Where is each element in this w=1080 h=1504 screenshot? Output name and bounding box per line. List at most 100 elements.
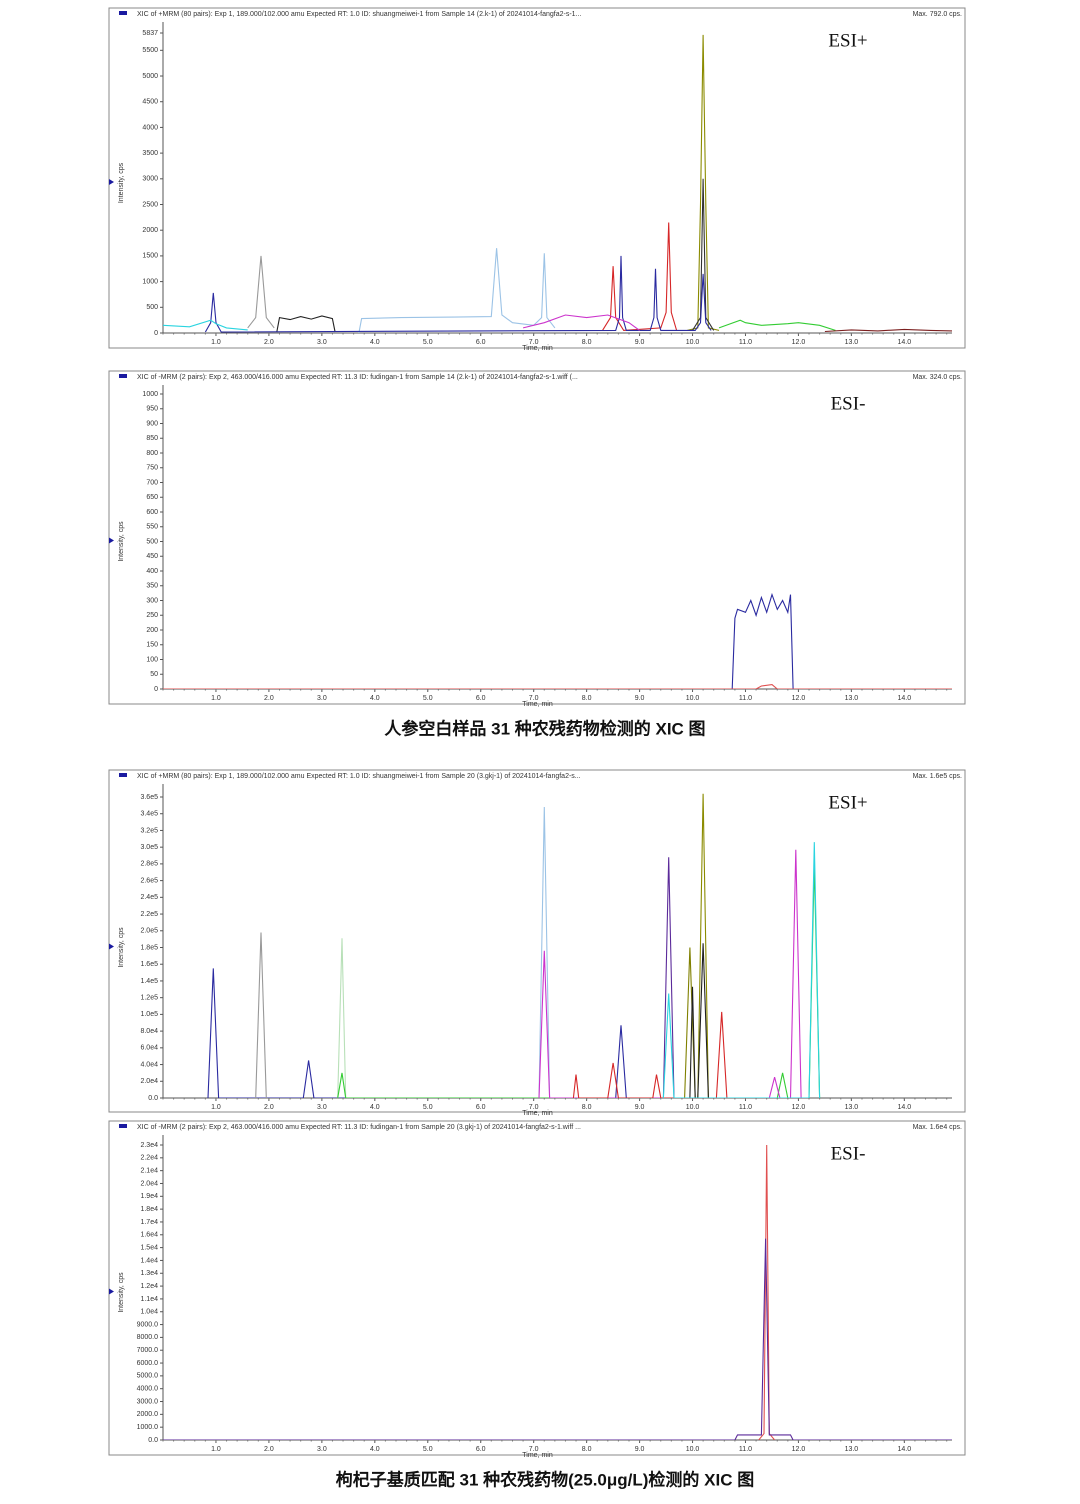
panel-header: XIC of -MRM (2 pairs): Exp 2, 463.000/41… (137, 1124, 581, 1131)
x-tick-label: 2.0 (264, 1104, 274, 1111)
x-tick-label: 13.0 (845, 695, 859, 702)
y-tick-label: 1.1e4 (140, 1296, 158, 1303)
y-tick-label: 1.9e4 (140, 1193, 158, 1200)
y-tick-label: 1.3e4 (140, 1270, 158, 1277)
y-tick-label: 2.2e5 (140, 911, 158, 918)
x-tick-label: 7.0 (529, 1446, 539, 1453)
y-tick-label: 750 (146, 465, 158, 472)
y-tick-label: 3.0e5 (140, 844, 158, 851)
y-tick-label: 1000 (142, 278, 158, 285)
x-tick-label: 2.0 (264, 339, 274, 346)
trace (247, 255, 275, 329)
trace (337, 938, 347, 1098)
x-tick-label: 5.0 (423, 1446, 433, 1453)
x-tick-label: 6.0 (476, 1446, 486, 1453)
x-tick-label: 1.0 (211, 1446, 221, 1453)
y-tick-label: 2.0e5 (140, 928, 158, 935)
y-tick-label: 0.0 (148, 1095, 158, 1102)
y-tick-label: 4000 (142, 124, 158, 131)
y-tick-label: 4500 (142, 99, 158, 106)
y-tick-label: 2.3e4 (140, 1142, 158, 1149)
x-tick-label: 3.0 (317, 695, 327, 702)
panel-icon (119, 11, 127, 15)
x-axis-label: Time, min (522, 1110, 553, 1117)
panel-icon (119, 374, 127, 378)
y-tick-label: 250 (146, 612, 158, 619)
x-tick-label: 6.0 (476, 695, 486, 702)
y-tick-label: 8.0e4 (140, 1028, 158, 1035)
y-tick-label: 600 (146, 509, 158, 516)
x-tick-label: 6.0 (476, 1104, 486, 1111)
x-tick-label: 9.0 (635, 695, 645, 702)
y-tick-label: 50 (150, 671, 158, 678)
esi-label: ESI- (831, 1143, 866, 1164)
x-tick-label: 10.0 (686, 695, 700, 702)
y-tick-label: 6000.0 (137, 1360, 159, 1367)
trace (824, 328, 952, 333)
y-tick-label: 3.6e5 (140, 794, 158, 801)
y-axis-label: Intensity, cps (118, 927, 125, 968)
y-tick-label: 5500 (142, 47, 158, 54)
y-tick-label: 0 (154, 686, 158, 693)
caption: 人参空白样品 31 种农残药物检测的 XIC 图 (384, 718, 705, 738)
trace (697, 793, 709, 1098)
x-tick-label: 3.0 (317, 1104, 327, 1111)
y-tick-label: 2500 (142, 201, 158, 208)
x-tick-label: 12.0 (792, 1446, 806, 1453)
y-tick-label: 5837 (142, 30, 158, 37)
y-tick-label: 2.4e5 (140, 894, 158, 901)
y-tick-label: 1.8e4 (140, 1206, 158, 1213)
x-tick-label: 13.0 (845, 1104, 859, 1111)
y-tick-label: 5000 (142, 73, 158, 80)
x-tick-label: 7.0 (529, 695, 539, 702)
x-tick-label: 11.0 (739, 1104, 752, 1111)
panel-frame (108, 370, 966, 705)
panel-header: XIC of -MRM (2 pairs): Exp 2, 463.000/41… (137, 374, 578, 381)
x-tick-label: 2.0 (264, 695, 274, 702)
x-axis-label: Time, min (522, 701, 553, 708)
trace (662, 842, 821, 1098)
x-tick-label: 12.0 (792, 339, 806, 346)
y-tick-label: 850 (146, 435, 158, 442)
trace (207, 968, 627, 1098)
y-tick-label: 1.5e4 (140, 1244, 158, 1251)
max-label: Max. 1.6e4 cps. (913, 1124, 962, 1131)
trace (572, 1011, 728, 1098)
y-tick-label: 1.0e4 (140, 1309, 158, 1316)
x-tick-label: 10.0 (686, 1446, 700, 1453)
x-tick-label: 13.0 (845, 1446, 859, 1453)
max-label: Max. 324.0 cps. (913, 374, 962, 381)
x-axis-label: Time, min (522, 345, 553, 352)
y-tick-label: 7000.0 (137, 1347, 159, 1354)
y-tick-label: 1.7e4 (140, 1219, 158, 1226)
trace (718, 319, 836, 331)
x-tick-label: 5.0 (423, 1104, 433, 1111)
y-tick-label: 1.0e5 (140, 1011, 158, 1018)
x-tick-label: 9.0 (635, 339, 645, 346)
y-tick-label: 950 (146, 406, 158, 413)
caption: 枸杞子基质匹配 31 种农残药物(25.0μg/L)检测的 XIC 图 (336, 1469, 754, 1489)
x-tick-label: 12.0 (792, 1104, 806, 1111)
trace (358, 248, 556, 333)
y-tick-label: 2.6e5 (140, 877, 158, 884)
y-tick-label: 150 (146, 642, 158, 649)
trace (538, 849, 802, 1098)
panel-frame (108, 769, 966, 1113)
panel-header: XIC of +MRM (80 pairs): Exp 1, 189.000/1… (137, 773, 581, 780)
esi-label: ESI+ (828, 792, 867, 813)
y-tick-label: 2.2e4 (140, 1155, 158, 1162)
y-tick-label: 2000.0 (137, 1411, 159, 1418)
panel-header: XIC of +MRM (80 pairs): Exp 1, 189.000/1… (137, 11, 581, 18)
x-tick-label: 3.0 (317, 339, 327, 346)
y-tick-label: 3000.0 (137, 1398, 159, 1405)
y-tick-label: 650 (146, 494, 158, 501)
trace (163, 319, 248, 331)
panel-icon (119, 773, 127, 777)
x-tick-label: 4.0 (370, 695, 380, 702)
y-tick-label: 100 (146, 656, 158, 663)
y-tick-label: 1.8e5 (140, 944, 158, 951)
x-tick-label: 14.0 (898, 1104, 912, 1111)
y-tick-label: 8000.0 (137, 1334, 159, 1341)
x-tick-label: 12.0 (792, 695, 806, 702)
